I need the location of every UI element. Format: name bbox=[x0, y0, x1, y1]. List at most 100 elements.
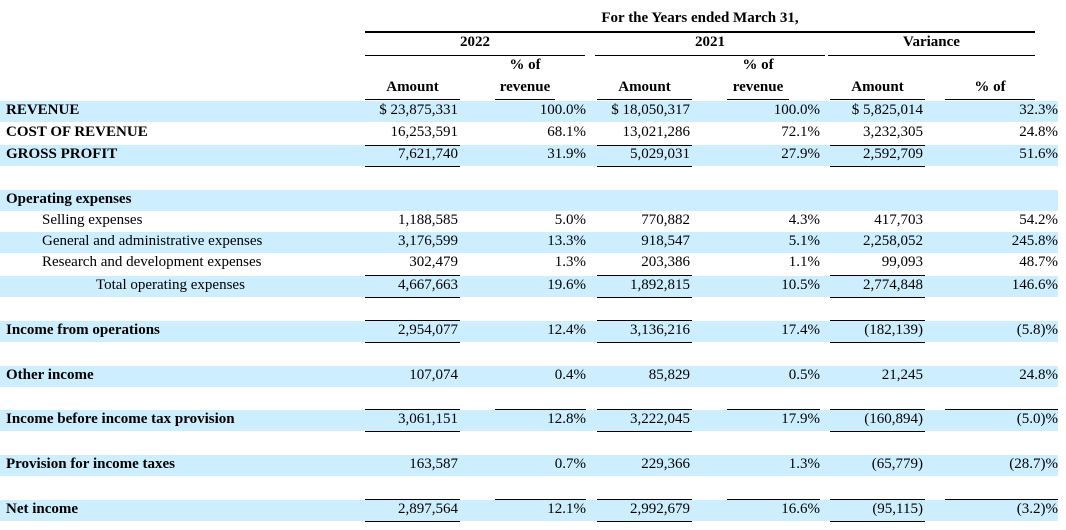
cell-va: 2,774,848 bbox=[863, 277, 923, 293]
amount-rule bbox=[597, 431, 692, 432]
cell-a22: 16,253,591 bbox=[390, 124, 459, 140]
variance-rule bbox=[828, 55, 1035, 56]
amount-rule bbox=[830, 275, 925, 276]
cell-p22: 13.3% bbox=[547, 233, 586, 249]
cell-va: $ 5,825,014 bbox=[851, 102, 923, 118]
cell-va: (160,894) bbox=[864, 411, 923, 427]
amount-rule bbox=[727, 499, 820, 500]
cell-a22: 3,176,599 bbox=[398, 233, 458, 249]
amount-rule bbox=[830, 320, 925, 321]
col-pct-2022-line2: revenue bbox=[499, 79, 551, 95]
cell-p21: 4.3% bbox=[788, 212, 820, 228]
cell-vp: 24.8% bbox=[1019, 124, 1058, 140]
amount-rule bbox=[365, 166, 460, 167]
cell-vp: 54.2% bbox=[1019, 212, 1058, 228]
cell-a21: 770,882 bbox=[641, 212, 690, 228]
cell-a21: 2,992,679 bbox=[630, 501, 690, 517]
cell-a21: 5,029,031 bbox=[630, 146, 690, 162]
row-band bbox=[0, 101, 1058, 122]
col-pct-2021-line2: revenue bbox=[732, 79, 784, 95]
cell-a22: 107,074 bbox=[409, 367, 458, 383]
cell-p21: 0.5% bbox=[788, 367, 820, 383]
row-label: Provision for income taxes bbox=[6, 456, 176, 472]
row-label: Income from operations bbox=[6, 322, 160, 338]
cell-va: 417,703 bbox=[874, 212, 923, 228]
cell-a22: 163,587 bbox=[409, 456, 458, 472]
cell-p22: 5.0% bbox=[554, 212, 586, 228]
cell-vp: 48.7% bbox=[1019, 254, 1058, 270]
cell-va: (65,779) bbox=[871, 456, 923, 472]
cell-a22: $ 23,875,331 bbox=[379, 102, 458, 118]
row-label: COST OF REVENUE bbox=[6, 124, 148, 140]
amount-rule bbox=[830, 297, 925, 298]
row-band bbox=[0, 410, 1058, 431]
cell-a21: 13,021,286 bbox=[622, 124, 691, 140]
cell-a22: 4,667,663 bbox=[398, 277, 458, 293]
cell-p21: 17.4% bbox=[781, 322, 820, 338]
amount-rule bbox=[495, 409, 586, 410]
row-band bbox=[0, 276, 1058, 297]
cell-a21: 85,829 bbox=[648, 367, 690, 383]
row-label: GROSS PROFIT bbox=[6, 146, 118, 162]
col-pct-2021-line1: % of bbox=[742, 57, 774, 73]
cell-p21: 16.6% bbox=[781, 501, 820, 517]
col-amount-2022: Amount bbox=[386, 79, 439, 95]
row-label: Other income bbox=[6, 367, 94, 383]
cell-p22: 12.4% bbox=[547, 322, 586, 338]
cell-p21: 17.9% bbox=[781, 411, 820, 427]
cell-va: (182,139) bbox=[864, 322, 923, 338]
amount-rule bbox=[597, 275, 692, 276]
header-rule bbox=[495, 99, 555, 100]
col-pct-2022-line1: % of bbox=[509, 57, 541, 73]
cell-va: 3,232,305 bbox=[863, 124, 923, 140]
amount-rule bbox=[830, 521, 925, 522]
col-amount-2021: Amount bbox=[618, 79, 671, 95]
cell-va: 21,245 bbox=[881, 367, 923, 383]
variance-header: Variance bbox=[903, 34, 960, 50]
cell-va: 2,258,052 bbox=[863, 233, 923, 249]
amount-rule bbox=[597, 499, 692, 500]
header-rule bbox=[597, 99, 692, 100]
amount-rule bbox=[365, 275, 460, 276]
col-pct-variance: % of bbox=[974, 79, 1006, 95]
year-2022-header: 2022 bbox=[460, 34, 490, 50]
cell-a22: 1,188,585 bbox=[398, 212, 458, 228]
amount-rule bbox=[597, 166, 692, 167]
cell-vp: (3.2)% bbox=[1016, 501, 1058, 517]
cell-p22: 1.3% bbox=[554, 254, 586, 270]
row-label: General and administrative expenses bbox=[42, 233, 263, 249]
row-band bbox=[0, 366, 1058, 387]
cell-vp: (5.0)% bbox=[1016, 411, 1058, 427]
amount-rule bbox=[365, 431, 460, 432]
cell-p21: 1.3% bbox=[788, 456, 820, 472]
year-2022-rule bbox=[365, 55, 585, 56]
cell-a21: 1,892,815 bbox=[630, 277, 690, 293]
amount-rule bbox=[365, 297, 460, 298]
cell-vp: 245.8% bbox=[1011, 233, 1058, 249]
amount-rule bbox=[945, 409, 1058, 410]
cell-a21: 3,222,045 bbox=[630, 411, 690, 427]
cell-a21: $ 18,050,317 bbox=[611, 102, 690, 118]
cell-p22: 12.8% bbox=[547, 411, 586, 427]
title-rule bbox=[365, 31, 1035, 33]
cell-p22: 0.7% bbox=[554, 456, 586, 472]
cell-va: 2,592,709 bbox=[863, 146, 923, 162]
cell-vp: 51.6% bbox=[1019, 146, 1058, 162]
amount-rule bbox=[830, 499, 925, 500]
amount-rule bbox=[597, 145, 692, 146]
row-band bbox=[0, 500, 1058, 521]
amount-rule bbox=[830, 342, 925, 343]
amount-rule bbox=[365, 499, 460, 500]
row-band bbox=[0, 232, 1058, 253]
row-label: Income before income tax provision bbox=[6, 411, 235, 427]
amount-rule bbox=[597, 320, 692, 321]
cell-p21: 72.1% bbox=[781, 124, 820, 140]
cell-p21: 27.9% bbox=[781, 146, 820, 162]
cell-p22: 68.1% bbox=[547, 124, 586, 140]
header-rule bbox=[830, 99, 925, 100]
amount-rule bbox=[365, 409, 460, 410]
cell-p21: 100.0% bbox=[773, 102, 820, 118]
cell-a22: 2,954,077 bbox=[398, 322, 458, 338]
amount-rule bbox=[830, 409, 925, 410]
row-label: Net income bbox=[6, 501, 79, 517]
